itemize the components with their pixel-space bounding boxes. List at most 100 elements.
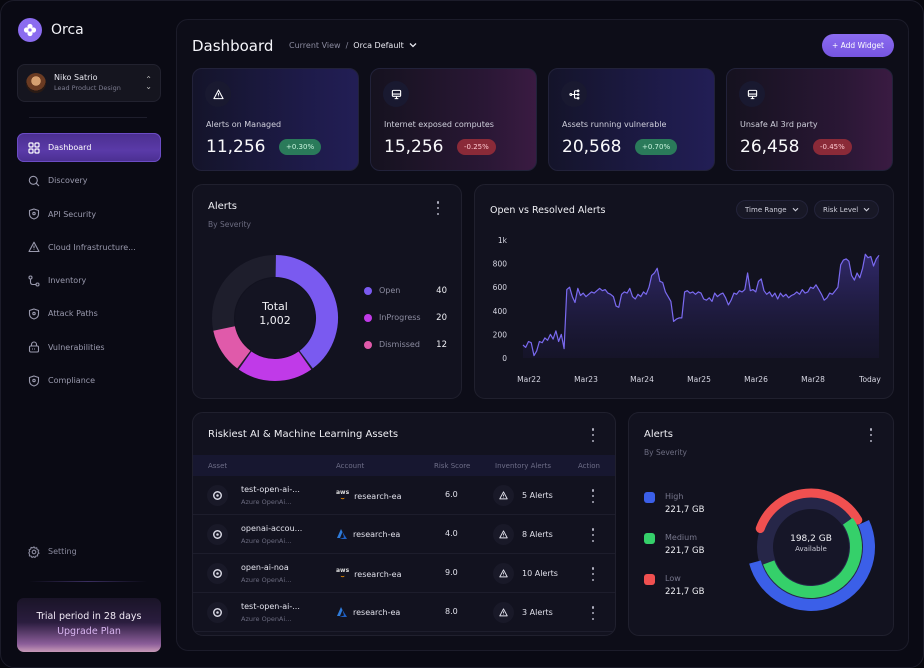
account-cell: aws ⌣ research-ea [336,490,402,502]
openai-icon [207,563,228,584]
alerts-count: 5 Alerts [522,491,553,500]
asset-type: Azure OpenAi... [241,498,292,506]
legend-label: Open [379,286,401,295]
warning-icon [27,241,40,254]
asset-name[interactable]: test-open-ai-... [241,602,300,611]
ring-center-label: Available [795,545,827,554]
donut-slice-inprogress[interactable] [238,351,312,381]
asset-name[interactable]: open-ai-noa [241,563,289,572]
legend-label: Low [665,574,681,583]
x-tick-label: Mar22 [517,375,541,384]
view-selector[interactable]: Orca Default [353,41,404,50]
sidebar-item-api-security[interactable]: API Security [17,200,161,229]
time-range-dropdown[interactable]: Time Range [736,200,808,219]
inventory-alerts[interactable]: 8 Alerts [493,524,553,545]
ring-hole [773,509,849,585]
row-actions-icon[interactable] [589,567,597,581]
table-row[interactable]: open-ai-noa Azure OpenAi... aws ⌣ research… [193,554,615,593]
inventory-alerts[interactable]: 10 Alerts [493,563,558,584]
stat-value: 20,568 [562,137,622,157]
user-switcher[interactable]: Niko Satrio Lead Product Design ⌃ ⌄ [17,64,161,102]
legend-label: Medium [665,533,697,542]
x-tick-label: Mar24 [630,375,654,384]
user-role: Lead Product Design [54,83,121,92]
account-name: research-ea [353,607,401,617]
ring-segment-high[interactable] [749,519,875,611]
aws-logo-icon: aws ⌣ [336,567,350,580]
sidebar-item-attack-paths[interactable]: Attack Paths [17,299,161,328]
asset-name[interactable]: test-open-ai-... [241,485,300,494]
search-icon [27,174,40,187]
table-row[interactable]: test-open-ai-... Azure OpenAi... aws ⌣ res… [193,476,615,515]
sidebar-item-label: Cloud Infrastructure... [48,242,136,252]
chevron-down-icon[interactable] [409,41,417,50]
stat-label: Internet exposed computes [384,120,494,129]
main-panel: Dashboard Current View / Orca Default + … [176,19,909,651]
inventory-alerts[interactable]: 3 Alerts [493,602,553,623]
stat-card-alerts-managed[interactable]: Alerts on Managed 11,256 +0.30% [192,68,359,171]
stat-card-assets-vulnerable[interactable]: Assets running vulnerable 20,568 +0.70% [548,68,715,171]
legend-swatch-medium [644,533,655,544]
chevron-down-icon [863,207,870,212]
more-options-icon[interactable] [589,428,597,442]
row-actions-icon[interactable] [589,489,597,503]
stat-card-internet-exposed[interactable]: Internet exposed computes 15,256 -0.25% [370,68,537,171]
column-header[interactable]: Risk Score [434,461,471,470]
card-subtitle: By Severity [644,448,687,457]
column-header[interactable]: Account [336,461,365,470]
sidebar-item-compliance[interactable]: Compliance [17,366,161,395]
trial-text: Trial period in 28 days [36,611,142,622]
sidebar-item-cloud-infrastructure[interactable]: Cloud Infrastructure... [17,233,161,262]
sidebar-item-vulnerabilities[interactable]: Vulnerabilities [17,333,161,362]
stat-value: 26,458 [740,137,800,157]
row-actions-icon[interactable] [589,606,597,620]
alerts-donut-chart [212,255,338,381]
upgrade-plan-link[interactable]: Upgrade Plan [57,626,121,637]
more-options-icon[interactable] [434,201,442,215]
table-row[interactable]: test-open-ai-... Azure OpenAi... researc… [193,593,615,632]
asset-type: Azure OpenAi... [241,537,292,545]
y-tick-label: 1k [498,236,508,245]
sidebar-item-discovery[interactable]: Discovery [17,166,161,195]
column-header[interactable]: Inventory Alerts [495,461,551,470]
sidebar-item-dashboard[interactable]: Dashboard [17,133,161,162]
add-widget-button[interactable]: + Add Widget [822,34,894,57]
sidebar-item-setting[interactable]: Setting [27,545,77,558]
warning-icon [493,524,514,545]
breadcrumb: Current View / Orca Default [289,41,417,50]
x-tick-label: Mar26 [744,375,768,384]
inventory-alerts[interactable]: 5 Alerts [493,485,553,506]
column-header[interactable]: Asset [208,461,228,470]
sidebar-item-inventory[interactable]: Inventory [17,266,161,295]
grid-icon [27,141,40,154]
logo[interactable]: Orca [18,18,84,42]
risk-level-dropdown[interactable]: Risk Level [814,200,880,219]
ring-segment-medium[interactable] [763,517,862,598]
stat-card-unsafe-ai[interactable]: Unsafe AI 3rd party 26,458 -0.45% [726,68,893,171]
more-options-icon[interactable] [867,428,875,442]
openai-icon [207,485,228,506]
legend-dot [364,286,372,295]
series-line [522,253,880,357]
monitor-icon [383,81,409,107]
ring-segment-low[interactable] [755,488,863,534]
table-row[interactable]: openai-accou... Azure OpenAi... research… [193,515,615,554]
donut-slice-dismissed[interactable] [213,325,251,369]
alerts-by-severity-card: Alerts By Severity Total 1,002 Open 40 I… [192,184,462,399]
sidebar-item-label: Vulnerabilities [48,342,105,352]
legend-value: 221,7 GB [665,587,705,597]
asset-type: Azure OpenAi... [241,615,292,623]
row-actions-icon[interactable] [589,528,597,542]
y-tick-label: 0 [502,354,507,363]
legend-value: 221,7 GB [665,505,705,515]
severity-storage-card: Alerts By Severity High 221,7 GB Medium … [628,412,894,636]
asset-name[interactable]: openai-accou... [241,524,303,533]
warning-icon [493,602,514,623]
account-name: research-ea [353,529,401,539]
setting-label: Setting [48,547,77,556]
change-badge: -0.25% [457,139,496,155]
column-header[interactable]: Action [578,461,600,470]
donut-slice-open[interactable] [275,255,338,369]
sidebar: Orca Niko Satrio Lead Product Design ⌃ ⌄ … [1,1,176,667]
